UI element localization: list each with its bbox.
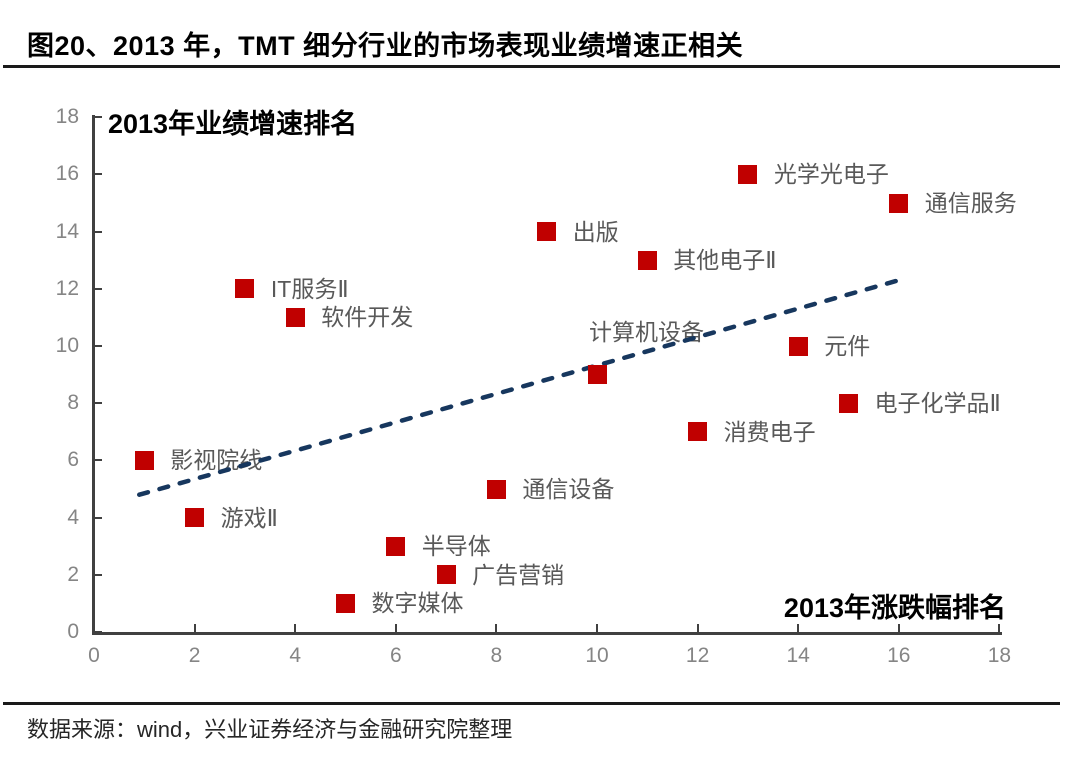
trendline-dashes [137, 277, 902, 497]
data-point-label: 通信设备 [522, 476, 615, 502]
x-tick-label: 4 [289, 644, 302, 667]
data-point-marker [688, 422, 708, 442]
point-labels-layer: 影视院线 游戏Ⅱ IT服务Ⅱ 软件开发 数字媒体 半导体 广告营销 通信设备 出版 计算机设备 其他… [0, 90, 1080, 690]
data-point-label: 软件开发 [321, 304, 414, 331]
data-point-marker [185, 508, 205, 528]
x-tick [998, 624, 1001, 632]
footer-divider [3, 702, 1060, 705]
data-point-marker [235, 279, 255, 299]
data-point-marker [587, 365, 607, 385]
x-tick-label: 14 [786, 644, 810, 667]
title-divider [3, 65, 1060, 68]
x-axis-line [92, 632, 1003, 635]
y-tick-label: 2 [67, 562, 79, 586]
y-tick-label: 8 [67, 391, 79, 415]
data-point-marker [386, 536, 406, 556]
x-tick [495, 624, 498, 632]
y-tick [94, 631, 102, 633]
y-tick-label: 4 [67, 505, 79, 529]
y-tick [94, 287, 102, 290]
y-tick [94, 402, 102, 405]
x-tick-label: 18 [987, 644, 1012, 667]
data-point-marker [134, 450, 154, 470]
y-axis-line [92, 115, 95, 635]
scatter-chart: 2013年业绩增速排名 2013年涨跌幅排名 0 2 4 6 8 10 12 14 16 18 0 2… [0, 90, 1080, 690]
x-tick-label: 6 [389, 644, 402, 667]
data-point-marker [738, 164, 758, 184]
data-point-label: 通信服务 [924, 190, 1017, 216]
y-tick [94, 173, 102, 176]
x-tick [193, 624, 196, 632]
y-tick [94, 573, 102, 576]
data-point-marker [537, 222, 557, 242]
y-tick [94, 516, 102, 519]
figure-title: 图20、2013 年，TMT 细分行业的市场表现业绩增速正相关 [27, 31, 744, 61]
trendline [137, 277, 902, 497]
ticks-layer: 0 2 4 6 8 10 12 14 16 18 0 2 4 6 8 10 12 14 16 18 [0, 90, 1080, 690]
data-point-marker [436, 565, 456, 585]
y-tick-label: 12 [55, 276, 79, 300]
x-tick [897, 624, 900, 632]
y-tick [94, 230, 102, 233]
data-point-label: 影视院线 [170, 447, 263, 474]
y-tick-label: 0 [67, 620, 79, 643]
x-tick [294, 624, 297, 632]
data-point-marker [788, 336, 808, 356]
x-tick [696, 624, 699, 632]
y-tick-label: 16 [55, 162, 79, 186]
y-tick-label: 14 [55, 219, 79, 243]
data-point-marker [486, 479, 506, 499]
source-note: 数据来源：wind，兴业证券经济与金融研究院整理 [27, 717, 513, 742]
point-markers-layer [0, 90, 1080, 690]
x-tick-label: 8 [490, 644, 503, 667]
data-point-label: IT服务Ⅱ [270, 275, 349, 302]
data-point-label: 元件 [824, 333, 871, 359]
y-tick-label: 10 [55, 334, 79, 357]
data-point-label: 光学光电子 [773, 161, 889, 188]
x-tick [394, 624, 397, 632]
x-tick [797, 624, 800, 632]
y-tick-label: 6 [67, 448, 79, 472]
data-point-label: 其他电子Ⅱ [673, 247, 777, 274]
data-point-label: 出版 [572, 218, 619, 245]
data-point-marker [889, 193, 909, 213]
x-tick [596, 624, 598, 632]
data-point-marker [336, 593, 355, 613]
data-point-label: 消费电子 [723, 418, 816, 445]
data-point-label: 广告营销 [472, 561, 565, 588]
y-tick [94, 116, 102, 119]
data-point-marker [637, 250, 657, 270]
data-point-marker [285, 307, 305, 327]
x-tick-label: 10 [585, 644, 609, 667]
y-tick-label: 18 [55, 105, 79, 129]
x-tick-label: 0 [88, 644, 100, 667]
y-axis-title: 2013年业绩增速排名 [108, 109, 358, 139]
data-point-label: 半导体 [421, 533, 491, 560]
x-tick [93, 624, 95, 632]
x-tick-label: 2 [188, 644, 201, 667]
data-point-label: 游戏Ⅱ [220, 504, 278, 531]
data-point-label: 数字媒体 [371, 590, 464, 617]
y-tick [94, 459, 102, 462]
x-tick-label: 16 [887, 644, 911, 667]
data-point-label: 电子化学品Ⅱ [874, 390, 1001, 417]
y-tick [94, 345, 102, 347]
x-tick-label: 12 [685, 644, 710, 667]
x-axis-title: 2013年涨跌幅排名 [783, 593, 1006, 623]
data-point-marker [839, 393, 858, 413]
